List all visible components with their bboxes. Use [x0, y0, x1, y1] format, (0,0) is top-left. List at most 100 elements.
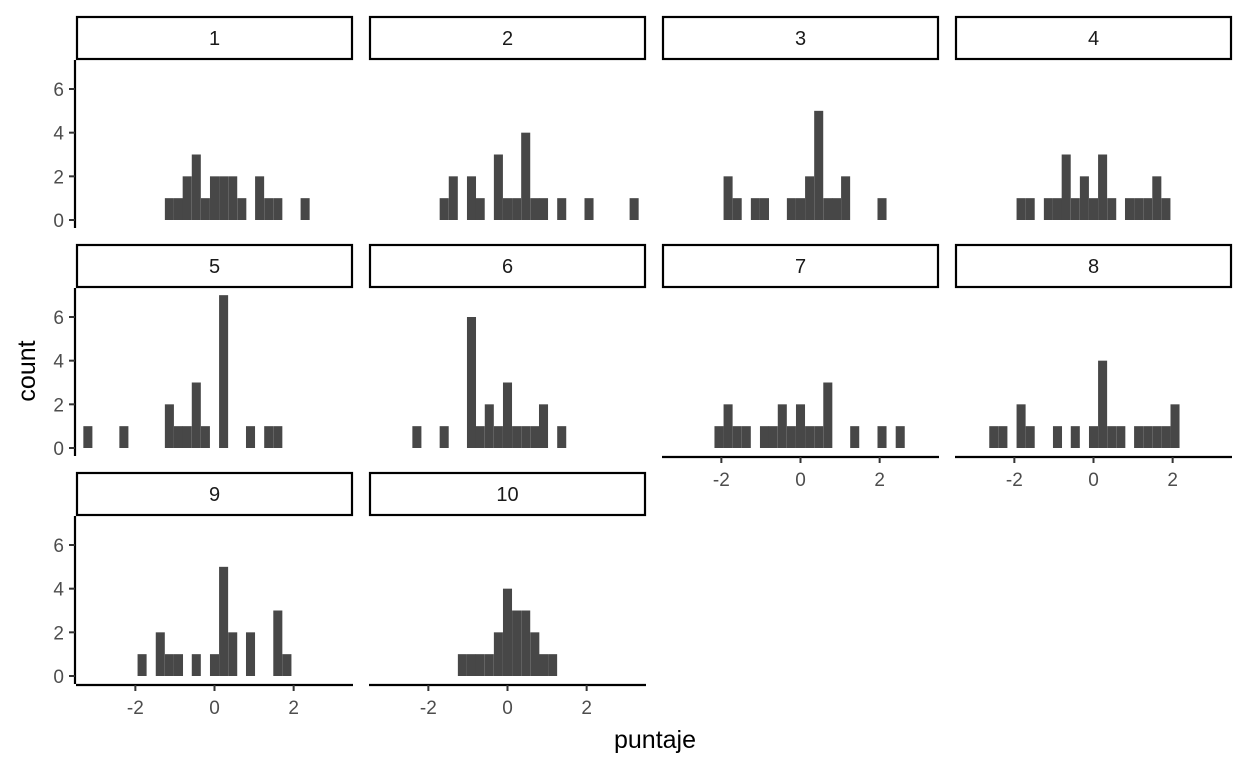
y-tick-label: 2 — [53, 623, 64, 644]
x-tick-label: 0 — [502, 698, 513, 719]
histogram-bar — [209, 654, 220, 676]
histogram-bar — [584, 198, 594, 220]
histogram-bar — [512, 610, 522, 676]
x-tick-label: 2 — [1167, 470, 1178, 491]
histogram-bar — [475, 426, 485, 448]
histogram-bar — [521, 132, 531, 220]
facet-panel: 4 — [954, 15, 1233, 220]
histogram-bar — [530, 426, 540, 448]
y-tick-label: 2 — [53, 395, 64, 416]
facet-strip — [368, 15, 647, 61]
y-tick-label: 6 — [53, 80, 64, 101]
x-tick-label: -2 — [1006, 470, 1023, 491]
histogram-bar — [200, 198, 210, 220]
histogram-bar — [814, 426, 824, 448]
y-tick-label: 0 — [53, 667, 64, 688]
histogram-bar — [786, 198, 796, 220]
histogram-bar — [1124, 198, 1135, 220]
histogram-bar — [300, 198, 310, 220]
histogram-bar — [119, 426, 129, 448]
histogram-bar — [521, 610, 531, 676]
histogram-bar — [989, 426, 999, 448]
histogram-bar — [475, 654, 485, 676]
histogram-bar — [831, 198, 842, 220]
histogram-bar — [1043, 198, 1053, 220]
facet-panel: 10 -2 0 2 — [368, 471, 647, 719]
facet-panel: 7 -2 0 2 — [661, 243, 940, 491]
histogram-bar — [173, 654, 184, 676]
x-tick-label: 2 — [581, 698, 592, 719]
facet-panel: 5 0 2 4 6 — [53, 243, 354, 460]
facet-strip — [954, 243, 1233, 289]
histogram-bar — [191, 654, 201, 676]
histogram-bar — [1098, 154, 1108, 220]
histogram-bar — [521, 426, 531, 448]
histogram-bar — [1134, 198, 1144, 220]
histogram-bar — [841, 176, 851, 220]
histogram-bar — [895, 426, 905, 448]
facet-strip — [661, 243, 940, 289]
histogram-bar — [1079, 176, 1089, 220]
histogram-bar — [475, 198, 485, 220]
histogram-bar — [1052, 198, 1063, 220]
histogram-bar — [795, 198, 806, 220]
histogram-bar — [823, 382, 833, 448]
histogram-bar — [877, 198, 887, 220]
facet-strip-label: 3 — [795, 28, 806, 50]
y-tick-label: 2 — [53, 167, 64, 188]
histogram-bar — [723, 404, 733, 448]
histogram-bar — [457, 654, 467, 676]
histogram-bar — [264, 426, 274, 448]
histogram-bar — [1070, 426, 1080, 448]
histogram-bar — [219, 176, 229, 220]
histogram-bar — [228, 632, 238, 676]
histogram-bar — [786, 426, 796, 448]
histogram-bar — [228, 176, 238, 220]
y-tick-label: 6 — [53, 536, 64, 557]
facet-strip-label: 4 — [1088, 28, 1099, 50]
facet-strip-label: 8 — [1088, 256, 1099, 278]
histogram-bar — [1143, 426, 1153, 448]
histogram-bar — [1170, 404, 1180, 448]
x-tick-label: -2 — [420, 698, 437, 719]
histogram-bar — [173, 198, 184, 220]
histogram-bar — [732, 426, 742, 448]
histogram-bar — [750, 198, 760, 220]
histogram-bar — [255, 176, 265, 220]
histogram-bar — [83, 426, 93, 448]
histogram-bar — [484, 404, 494, 448]
facet-panel: 8 -2 0 2 — [954, 243, 1233, 491]
histogram-bar — [1025, 198, 1035, 220]
facet-strip-label: 2 — [502, 28, 513, 50]
histogram-bar — [1088, 426, 1099, 448]
histogram-bar — [557, 198, 567, 220]
histogram-bar — [273, 426, 283, 448]
y-tick-label: 0 — [53, 439, 64, 460]
histogram-bar — [466, 654, 477, 676]
facet-panel: 6 — [368, 243, 647, 448]
x-tick-label: 2 — [874, 470, 885, 491]
histogram-bar — [777, 404, 787, 448]
histogram-bar — [209, 176, 220, 220]
histogram-bar — [1016, 198, 1026, 220]
histogram-bar — [548, 654, 558, 676]
histogram-bar — [538, 654, 549, 676]
facet-strip — [75, 243, 354, 289]
histogram-bar — [237, 198, 247, 220]
histogram-bar — [137, 654, 147, 676]
histogram-bar — [182, 176, 192, 220]
histogram-bar — [164, 198, 174, 220]
histogram-bar — [1161, 198, 1171, 220]
histogram-bar — [1143, 198, 1153, 220]
histogram-bar — [629, 198, 639, 220]
histogram-bar — [998, 426, 1008, 448]
histogram-bar — [530, 632, 540, 676]
histogram-bar — [1116, 426, 1126, 448]
histogram-bar — [877, 426, 887, 448]
facet-panel: 9 0 2 4 6 -2 0 2 — [53, 471, 354, 719]
x-tick-label: -2 — [127, 698, 144, 719]
histogram-bar — [805, 176, 815, 220]
histogram-bar — [805, 426, 815, 448]
histogram-bar — [741, 426, 751, 448]
histogram-bar — [759, 198, 770, 220]
